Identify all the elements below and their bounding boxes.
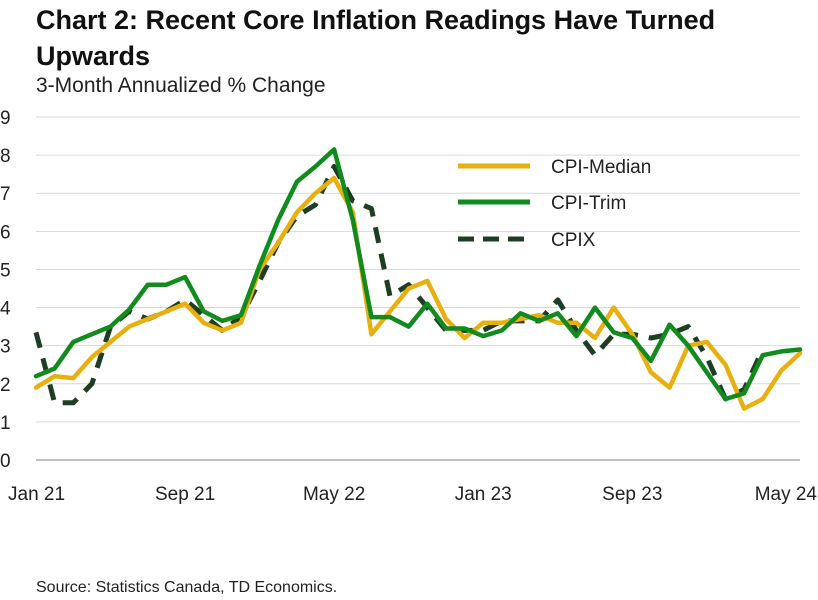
x-tick-label: Jan 21 — [8, 484, 65, 505]
legend-label-cpi-trim: CPI-Trim — [551, 193, 626, 214]
x-tick-label: May 24 — [755, 484, 818, 505]
chart-title: Chart 2: Recent Core Inflation Readings … — [36, 5, 716, 71]
y-tick-label: 7 — [0, 184, 11, 205]
y-tick-label: 5 — [0, 260, 11, 281]
series-lines — [33, 147, 803, 411]
source-note: Source: Statistics Canada, TD Economics. — [36, 579, 338, 596]
x-tick-label: Sep 23 — [602, 484, 662, 505]
legend-item-cpi-trim: CPI-Trim — [458, 193, 626, 214]
y-tick-label: 1 — [0, 413, 11, 434]
y-axis: 0 1 2 3 4 5 6 7 8 9 — [0, 108, 11, 472]
y-tick-label: 3 — [0, 337, 11, 358]
legend-label-cpi-median: CPI-Median — [551, 157, 651, 178]
legend: CPI-Median CPI-Trim CPIX — [458, 157, 651, 251]
legend-label-cpix: CPIX — [551, 230, 596, 251]
gridlines — [36, 116, 800, 461]
y-tick-label: 2 — [0, 375, 11, 396]
x-tick-label: Jan 23 — [455, 484, 512, 505]
x-tick-label: Sep 21 — [155, 484, 215, 505]
legend-item-cpi-median: CPI-Median — [458, 157, 651, 178]
chart-subtitle: 3-Month Annualized % Change — [36, 74, 326, 97]
series-line-cpi-trim — [33, 147, 803, 402]
y-tick-label: 4 — [0, 299, 11, 320]
series-line-cpix — [33, 164, 765, 406]
y-tick-label: 9 — [0, 108, 11, 129]
series-line-cpi-median — [33, 175, 803, 411]
x-axis: Jan 21 Sep 21 May 22 Jan 23 Sep 23 May 24 — [8, 484, 817, 505]
y-tick-label: 6 — [0, 222, 11, 243]
y-tick-label: 0 — [0, 451, 11, 472]
legend-item-cpix: CPIX — [458, 230, 596, 251]
x-tick-label: May 22 — [303, 484, 365, 505]
y-tick-label: 8 — [0, 146, 11, 167]
